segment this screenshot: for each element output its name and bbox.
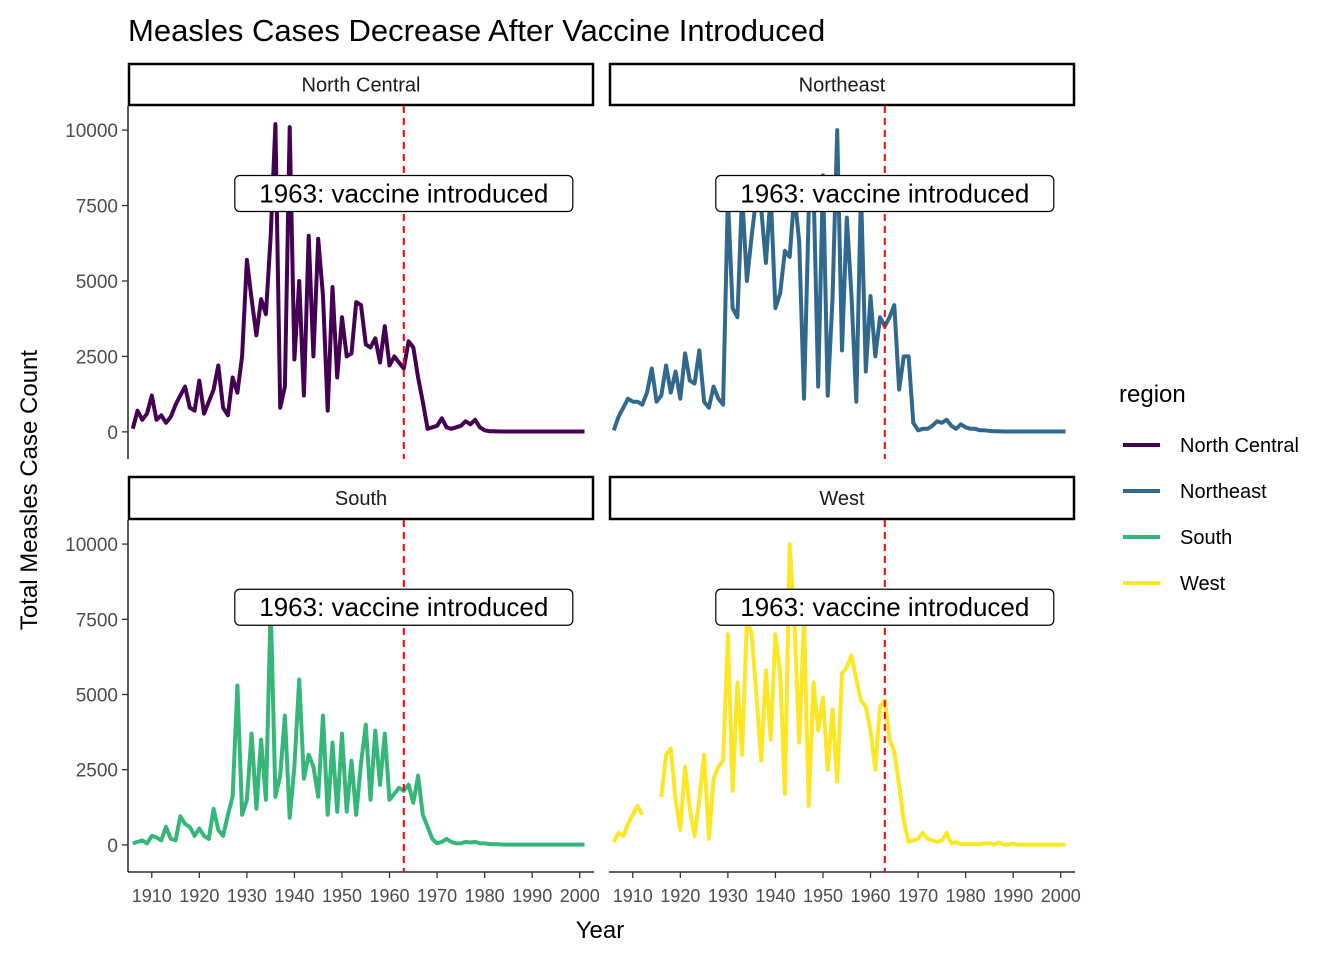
legend-label-northeast: Northeast	[1180, 481, 1267, 503]
annotation-box	[715, 588, 1055, 626]
strip-label-west: West	[819, 488, 865, 510]
strip-west	[608, 475, 1076, 521]
x-tick-label: 1950	[803, 886, 843, 906]
x-tick-label: 1940	[274, 886, 314, 906]
x-tick-label: 1970	[417, 886, 457, 906]
annotation-label: 1963: vaccine introduced	[740, 592, 1029, 622]
x-axis-title: Year	[576, 917, 625, 944]
x-tick-label: 1970	[898, 886, 938, 906]
y-tick-label: 7500	[76, 610, 118, 631]
y-tick-label: 0	[107, 423, 118, 444]
strip-south	[127, 475, 595, 521]
legend: region North Central Northeast South West	[1119, 381, 1299, 595]
annotation-label: 1963: vaccine introduced	[740, 178, 1029, 208]
y-tick-label: 5000	[76, 272, 118, 293]
x-tick-label: 2000	[1041, 886, 1081, 906]
x-tick-label: 1920	[179, 886, 219, 906]
y-tick-label: 10000	[65, 121, 118, 142]
x-tick-label: 1950	[322, 886, 362, 906]
panel-northeast: Northeast 1963: vaccine introduced	[608, 62, 1076, 459]
series-line-north-central	[130, 122, 585, 434]
panel-north-central: North Central 0 2500 5000 7500 10000 1963: vac…	[65, 62, 595, 459]
strip-label-south: South	[335, 488, 387, 510]
annotation-box	[715, 174, 1055, 213]
annotation-label: 1963: vaccine introduced	[259, 592, 548, 622]
panel-south: South 0 2500 5000 7500 10000 1910 1920 1930 1940 1…	[65, 475, 600, 906]
y-tick-label: 5000	[76, 685, 118, 706]
x-tick-label: 1980	[946, 886, 986, 906]
y-axis-title: Total Measles Case Count	[16, 350, 43, 630]
x-tick-label: 1940	[755, 886, 795, 906]
x-tick-label: 1920	[660, 886, 700, 906]
strip-label-northeast: Northeast	[799, 75, 886, 97]
strip-label-north-central: North Central	[302, 75, 421, 97]
y-tick-label: 10000	[65, 535, 118, 556]
chart-title: Measles Cases Decrease After Vaccine Int…	[128, 13, 825, 48]
x-tick-label: 1960	[370, 886, 410, 906]
series-line-northeast	[611, 128, 1066, 434]
x-tick-label: 1990	[512, 886, 552, 906]
y-tick-label: 2500	[76, 761, 118, 782]
y-tick-label: 0	[107, 836, 118, 857]
x-tick-label: 1960	[851, 886, 891, 906]
y-tick-label: 2500	[76, 347, 118, 368]
legend-label-west: West	[1180, 573, 1226, 595]
x-tick-label: 1930	[708, 886, 748, 906]
annotation-label: 1963: vaccine introduced	[259, 178, 548, 208]
annotation-box	[234, 588, 574, 626]
series-line-west	[612, 542, 1066, 847]
series-line-south	[132, 602, 585, 847]
strip-northeast	[608, 62, 1076, 107]
legend-label-north-central: North Central	[1180, 435, 1299, 457]
strip-north-central	[127, 62, 595, 107]
x-tick-label: 2000	[560, 886, 600, 906]
x-tick-label: 1910	[613, 886, 653, 906]
x-tick-label: 1990	[993, 886, 1033, 906]
y-tick-label: 7500	[76, 197, 118, 218]
x-tick-label: 1980	[465, 886, 505, 906]
facet-panels: North Central 0 2500 5000 7500 10000 1963: vac…	[65, 62, 1081, 906]
annotation-box	[234, 174, 574, 213]
legend-label-south: South	[1180, 527, 1232, 549]
x-tick-label: 1910	[132, 886, 172, 906]
x-tick-label: 1930	[227, 886, 267, 906]
panel-west: West 1910 1920 1930 1940 1950 1960 1970 1980 1990…	[608, 475, 1081, 906]
legend-title: region	[1119, 381, 1186, 408]
